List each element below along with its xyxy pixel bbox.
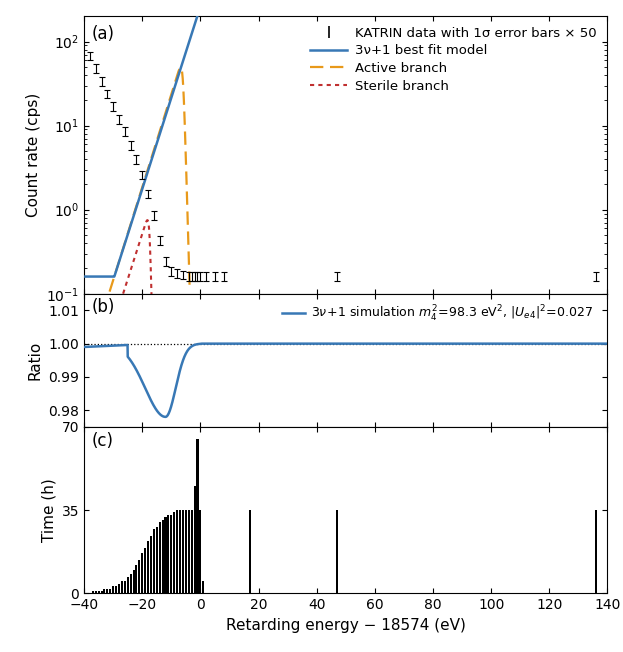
Bar [173,512,175,593]
Bar [595,510,597,593]
Bar [103,589,105,593]
Bar [194,486,196,593]
Bar [191,510,193,593]
Bar [161,520,164,593]
Bar [336,510,338,593]
Text: (b): (b) [92,298,115,316]
Bar [118,584,120,593]
Bar [98,591,100,593]
Bar [100,591,103,593]
Text: (c): (c) [92,432,114,450]
Bar [144,548,146,593]
Bar [182,510,184,593]
Bar [159,522,161,593]
Bar [185,510,187,593]
Bar [196,439,199,593]
Bar [202,582,204,593]
Bar [147,541,149,593]
Bar [92,591,94,593]
Bar [135,565,138,593]
Bar [133,570,135,593]
Bar [138,560,140,593]
Bar [109,589,112,593]
Bar [150,536,152,593]
Bar [164,517,166,593]
Bar [126,576,129,593]
Bar [199,510,201,593]
Y-axis label: Count rate (cps): Count rate (cps) [26,93,40,217]
X-axis label: Retarding energy − 18574 (eV): Retarding energy − 18574 (eV) [226,617,466,632]
Bar [176,510,178,593]
Bar [121,582,123,593]
Y-axis label: Ratio: Ratio [28,340,43,380]
Bar [107,589,108,593]
Bar [170,515,173,593]
Bar [115,586,117,593]
Y-axis label: Time (h): Time (h) [41,478,56,542]
Bar [141,553,143,593]
Bar [156,527,158,593]
Bar [188,510,190,593]
Text: (a): (a) [92,25,115,42]
Bar [95,591,97,593]
Bar [130,574,131,593]
Bar [153,529,155,593]
Bar [124,582,126,593]
Bar [249,510,251,593]
Bar [112,586,114,593]
Bar [168,515,169,593]
Legend: KATRIN data with 1σ error bars × 50, 3ν+1 best fit model, Active branch, Sterile: KATRIN data with 1σ error bars × 50, 3ν+… [307,23,601,96]
Bar [179,510,181,593]
Legend: $3\nu\!+\!1$ simulation $m_4^2\!=\!98.3\ \mathrm{eV}^2$, $|U_{e4}|^2\!=\!0.027$: $3\nu\!+\!1$ simulation $m_4^2\!=\!98.3\… [280,301,596,327]
